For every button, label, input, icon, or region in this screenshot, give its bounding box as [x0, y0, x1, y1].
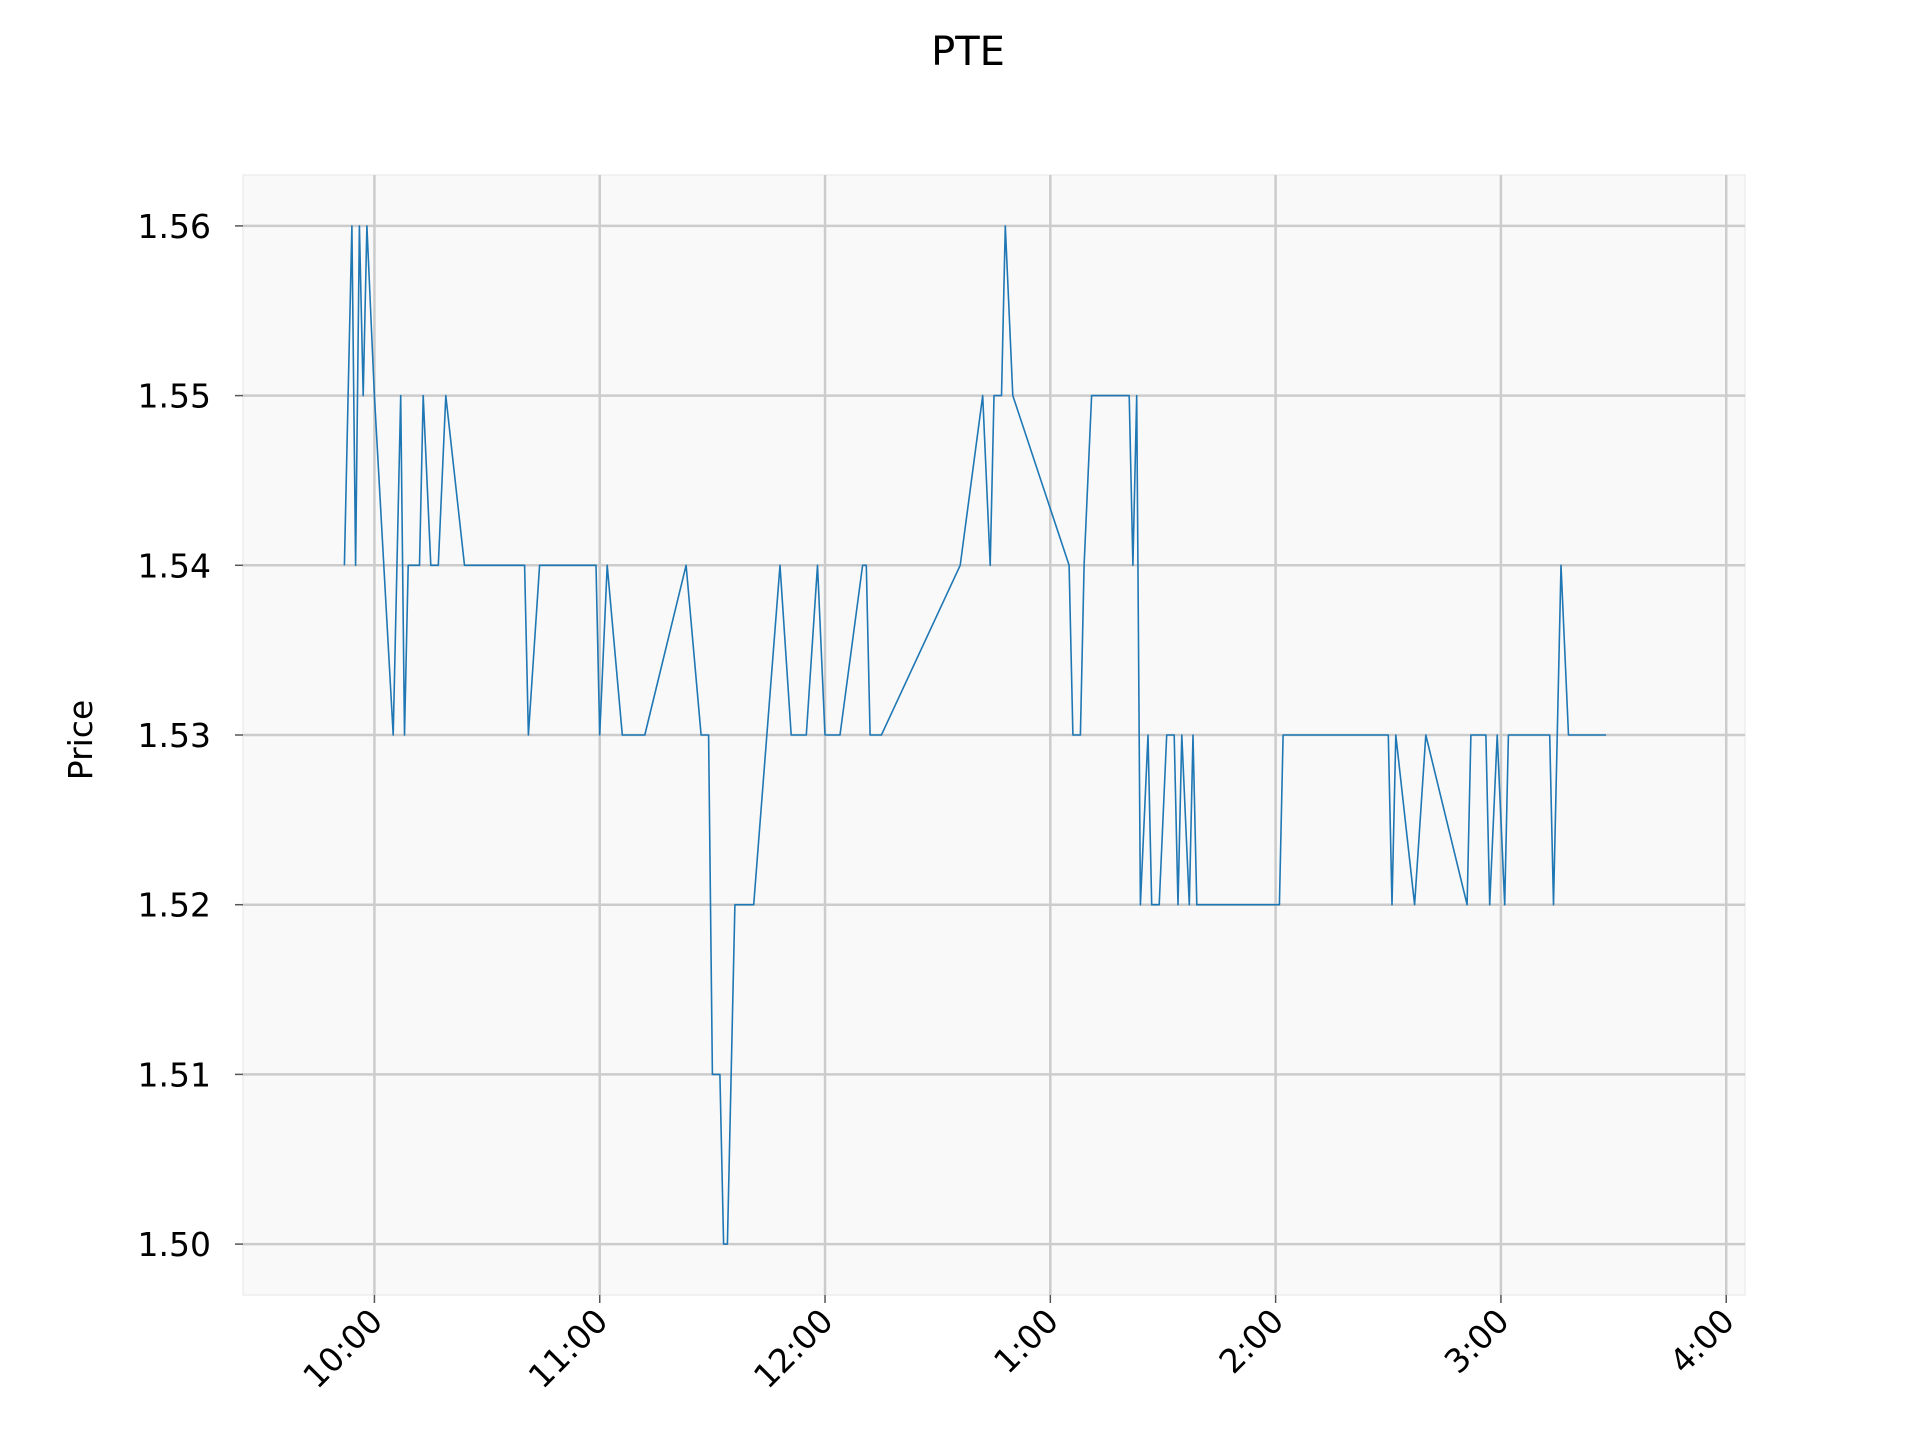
x-tick-label: 12:00	[746, 1301, 841, 1396]
x-tick-label: 10:00	[295, 1301, 390, 1396]
y-tick-label: 1.56	[138, 207, 211, 246]
y-tick-label: 1.54	[138, 546, 211, 585]
x-tick-label: 2:00	[1211, 1301, 1291, 1381]
y-tick-label: 1.52	[138, 886, 211, 925]
x-tick-label: 3:00	[1437, 1301, 1517, 1381]
y-axis-label: Price	[61, 700, 100, 781]
chart-title: PTE	[931, 29, 1005, 75]
price-series-line	[343, 225, 1607, 1245]
x-tick-label: 1:00	[986, 1301, 1066, 1381]
y-tick-label: 1.51	[138, 1055, 211, 1094]
y-tick-label: 1.50	[138, 1225, 211, 1264]
y-tick-label: 1.55	[138, 377, 211, 416]
x-tick-label: 11:00	[521, 1301, 616, 1396]
y-tick-label: 1.53	[138, 716, 211, 755]
x-tick-label: 4:00	[1662, 1301, 1742, 1381]
